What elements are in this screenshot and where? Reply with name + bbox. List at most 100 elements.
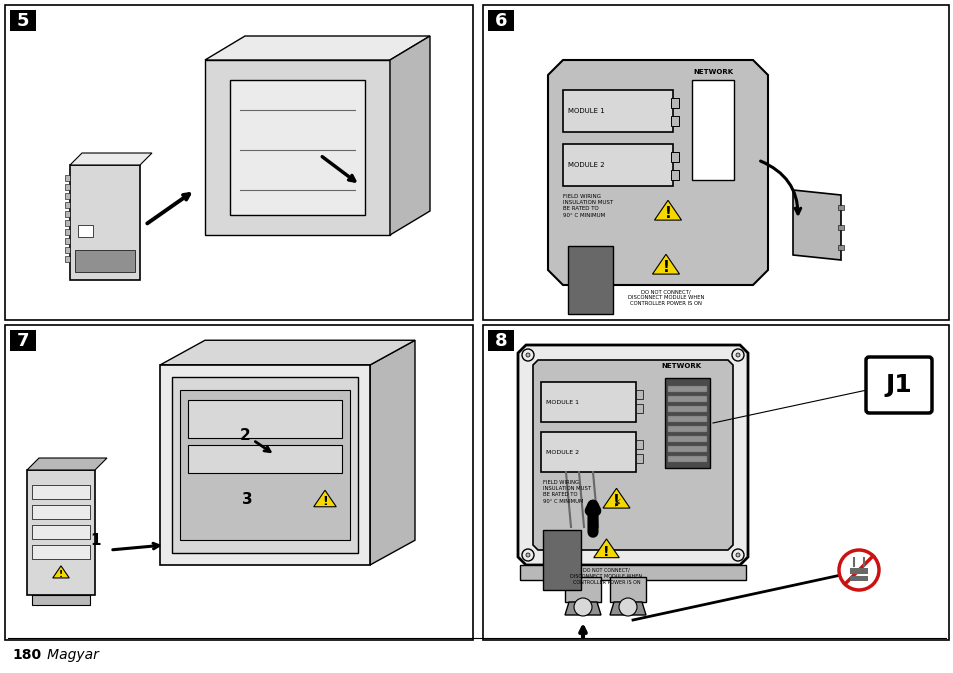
Text: 6: 6: [495, 11, 507, 30]
Circle shape: [521, 349, 534, 361]
Polygon shape: [547, 60, 767, 285]
Bar: [562, 90, 672, 132]
Polygon shape: [205, 36, 430, 60]
Bar: [32, 505, 90, 519]
Bar: [65, 193, 70, 199]
Text: Magyar: Magyar: [34, 648, 99, 662]
Text: MODULE 2: MODULE 2: [545, 450, 578, 454]
Bar: [849, 568, 867, 574]
Bar: [667, 456, 706, 462]
Circle shape: [521, 549, 534, 561]
Circle shape: [574, 598, 592, 616]
Polygon shape: [593, 539, 618, 558]
Bar: [32, 595, 90, 605]
Text: FIELD WIRING
INSULATION MUST
BE RATED TO
90° C MINIMUM: FIELD WIRING INSULATION MUST BE RATED TO…: [542, 480, 591, 503]
Bar: [664, 378, 709, 468]
Bar: [837, 225, 843, 230]
Bar: [636, 454, 642, 463]
Bar: [65, 175, 70, 181]
Bar: [691, 80, 733, 180]
Polygon shape: [370, 341, 415, 565]
Text: 1: 1: [90, 533, 100, 548]
Bar: [636, 440, 642, 449]
Bar: [670, 98, 679, 108]
FancyBboxPatch shape: [865, 357, 931, 413]
Bar: [180, 390, 350, 540]
Text: DO NOT CONNECT/
DISCONNECT MODULE WHEN
CONTROLLER POWER IS ON: DO NOT CONNECT/ DISCONNECT MODULE WHEN C…: [570, 568, 642, 586]
Bar: [65, 184, 70, 190]
Bar: [837, 205, 843, 210]
Text: J1: J1: [884, 373, 911, 397]
Polygon shape: [533, 360, 732, 550]
Polygon shape: [172, 377, 357, 553]
Polygon shape: [205, 60, 390, 235]
Bar: [667, 416, 706, 422]
Circle shape: [525, 553, 530, 557]
Bar: [519, 565, 745, 580]
Bar: [667, 436, 706, 442]
Bar: [567, 246, 613, 314]
Bar: [5, 5, 473, 320]
Bar: [488, 10, 514, 31]
Circle shape: [735, 353, 740, 357]
Bar: [542, 530, 580, 590]
Polygon shape: [654, 201, 680, 220]
Text: ⚡: ⚡: [612, 499, 619, 509]
Text: !: !: [662, 260, 669, 275]
Bar: [540, 432, 636, 472]
Text: NETWORK: NETWORK: [692, 69, 732, 75]
Bar: [482, 5, 948, 320]
Bar: [482, 325, 948, 640]
Bar: [65, 238, 70, 244]
Polygon shape: [27, 470, 95, 595]
Text: MODULE 1: MODULE 1: [567, 108, 604, 114]
Bar: [667, 406, 706, 412]
Polygon shape: [564, 577, 600, 602]
Bar: [670, 152, 679, 162]
Text: FIELD WIRING
INSULATION MUST
BE RATED TO
90° C MINIMUM: FIELD WIRING INSULATION MUST BE RATED TO…: [562, 194, 613, 217]
Bar: [670, 116, 679, 126]
Bar: [670, 170, 679, 180]
Polygon shape: [160, 365, 370, 565]
Circle shape: [618, 598, 637, 616]
Bar: [65, 211, 70, 217]
Text: DO NOT CONNECT/
DISCONNECT MODULE WHEN
CONTROLLER POWER IS ON: DO NOT CONNECT/ DISCONNECT MODULE WHEN C…: [627, 289, 703, 306]
Text: !: !: [602, 544, 609, 559]
Polygon shape: [27, 458, 107, 470]
Bar: [10, 330, 36, 351]
Circle shape: [735, 553, 740, 557]
Bar: [32, 525, 90, 539]
Polygon shape: [517, 345, 747, 565]
Bar: [65, 256, 70, 262]
Polygon shape: [70, 153, 152, 165]
Polygon shape: [602, 489, 629, 508]
Bar: [78, 225, 92, 237]
Polygon shape: [160, 341, 415, 365]
Bar: [837, 245, 843, 250]
Bar: [540, 382, 636, 422]
Bar: [667, 386, 706, 392]
Bar: [32, 545, 90, 559]
Bar: [65, 202, 70, 208]
Bar: [10, 10, 36, 31]
Bar: [65, 247, 70, 253]
Bar: [32, 485, 90, 499]
Bar: [849, 576, 867, 581]
Bar: [5, 325, 473, 640]
Text: 8: 8: [495, 332, 507, 349]
Bar: [667, 446, 706, 452]
Text: MODULE 2: MODULE 2: [567, 162, 604, 168]
Bar: [562, 144, 672, 186]
Bar: [188, 400, 341, 438]
Bar: [667, 426, 706, 432]
Circle shape: [731, 549, 743, 561]
Polygon shape: [314, 490, 335, 507]
Polygon shape: [70, 165, 140, 280]
Bar: [667, 396, 706, 402]
Bar: [488, 330, 514, 351]
Bar: [65, 220, 70, 226]
Text: NETWORK: NETWORK: [660, 363, 700, 369]
Polygon shape: [792, 190, 841, 260]
Text: 180: 180: [12, 648, 41, 662]
Bar: [65, 229, 70, 235]
